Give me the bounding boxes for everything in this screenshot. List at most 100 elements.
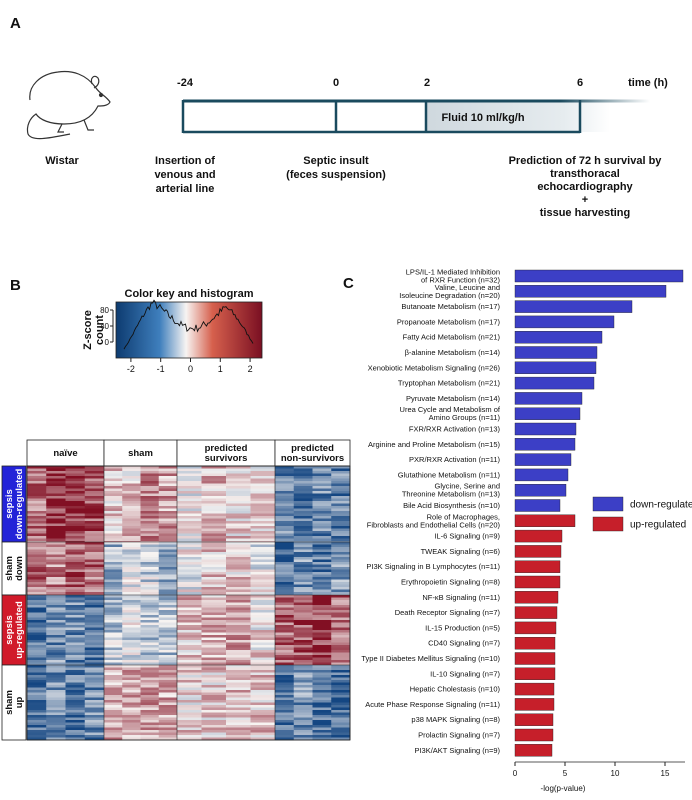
heatmap-cell	[140, 665, 160, 668]
heatmap-cell	[84, 670, 105, 673]
heatmap-cell	[65, 717, 86, 721]
heatmap-cell	[122, 471, 141, 474]
heatmap-cell	[177, 680, 202, 683]
heatmap-cell	[275, 672, 295, 676]
heatmap-cell	[158, 635, 178, 638]
heatmap-cell	[201, 620, 227, 623]
heatmap-cell	[27, 569, 47, 573]
heatmap-cell	[46, 559, 66, 563]
heatmap-cell	[250, 481, 276, 484]
heatmap-cell	[201, 662, 227, 666]
heatmap-cell	[158, 605, 178, 608]
heatmap-cell	[226, 652, 251, 656]
heatmap-cell	[27, 577, 47, 580]
heatmap-cell	[65, 498, 86, 502]
heatmap-cell	[331, 516, 351, 519]
heatmap-cell	[275, 572, 295, 575]
heatmap-cell	[275, 662, 295, 666]
heatmap-cell	[65, 528, 86, 532]
heatmap-cell	[312, 600, 332, 603]
heatmap-cell	[312, 715, 332, 718]
heatmap-cell	[46, 521, 66, 524]
heatmap-cell	[158, 675, 178, 678]
heatmap-cell	[27, 528, 47, 532]
heatmap-cell	[293, 538, 313, 542]
heatmap-cell	[331, 642, 351, 646]
event-label: Prediction of 72 h survival by transthora…	[509, 155, 663, 219]
heatmap-cell	[331, 468, 351, 472]
heatmap-cell	[250, 473, 276, 477]
heatmap-cell	[46, 712, 66, 716]
heatmap-cell	[158, 652, 178, 656]
heatmap-cell	[201, 511, 227, 514]
heatmap-cell	[65, 592, 86, 595]
heatmap-cell	[65, 712, 86, 716]
heatmap-cell	[140, 528, 160, 532]
bar	[514, 269, 684, 283]
heatmap-cell	[65, 625, 86, 628]
heatmap-cell	[312, 552, 332, 555]
heatmap-cell	[293, 700, 313, 703]
heatmap-cell	[226, 587, 251, 590]
heatmap-cell	[46, 531, 66, 534]
heatmap-cell	[65, 466, 86, 469]
heatmap-cell	[158, 564, 178, 568]
heatmap-cell	[65, 521, 86, 524]
heatmap-cell	[201, 707, 227, 711]
heatmap-cell	[122, 572, 141, 575]
heatmap-cell	[46, 496, 66, 499]
heatmap-cell	[104, 552, 123, 555]
heatmap-cell	[140, 518, 160, 522]
heatmap-cell	[158, 615, 178, 618]
heatmap-cell	[331, 675, 351, 678]
heatmap-cell	[27, 700, 47, 703]
heatmap-cell	[140, 538, 160, 542]
heatmap-cell	[140, 605, 160, 608]
heatmap-cell	[250, 584, 276, 588]
heatmap-cell	[27, 483, 47, 487]
heatmap-cell	[331, 700, 351, 703]
heatmap-cell	[177, 486, 202, 489]
heatmap-cell	[250, 727, 276, 731]
heatmap-cell	[104, 682, 123, 686]
heatmap-cell	[158, 597, 178, 601]
heatmap-cell	[293, 491, 313, 494]
heatmap-cell	[226, 468, 251, 472]
heatmap-cell	[122, 722, 141, 726]
heatmap-cell	[46, 526, 66, 529]
heatmap-cell	[293, 635, 313, 638]
heatmap-cell	[27, 554, 47, 558]
heatmap-cell	[293, 473, 313, 477]
heatmap-cell	[84, 725, 105, 728]
heatmap-cell	[226, 589, 251, 593]
category-label: Xenobiotic Metabolism Signaling (n=26)	[368, 363, 501, 372]
heatmap-cell	[122, 625, 141, 628]
heatmap-cell	[46, 600, 66, 603]
heatmap-cell	[312, 660, 332, 663]
heatmap-cell	[177, 632, 202, 636]
heatmap-cell	[201, 523, 227, 527]
heatmap-cell	[140, 627, 160, 631]
heatmap-cell	[177, 617, 202, 621]
heatmap-cell	[122, 682, 141, 686]
heatmap-cell	[275, 483, 295, 487]
heatmap-cell	[27, 526, 47, 529]
heatmap-cell	[140, 697, 160, 701]
heatmap-cell	[104, 503, 123, 507]
heatmap-cell	[293, 725, 313, 728]
heatmap-cell	[158, 476, 178, 479]
heatmap-cell	[84, 476, 105, 479]
heatmap-cell	[84, 602, 105, 606]
row-label: sepsisdown-regulated	[4, 468, 25, 539]
category-label: Glycine, Serine and Threonine Metabolism …	[402, 482, 501, 499]
heatmap-cell	[65, 496, 86, 499]
heatmap-cell	[177, 630, 202, 633]
heatmap-cell	[331, 501, 351, 504]
heatmap-cell	[27, 662, 47, 666]
heatmap-cell	[226, 672, 251, 676]
heatmap-cell	[275, 528, 295, 532]
heatmap-cell	[84, 652, 105, 656]
key-x-tick-label: -2	[127, 364, 135, 374]
heatmap-cell	[140, 600, 160, 603]
heatmap-cell	[201, 542, 227, 545]
